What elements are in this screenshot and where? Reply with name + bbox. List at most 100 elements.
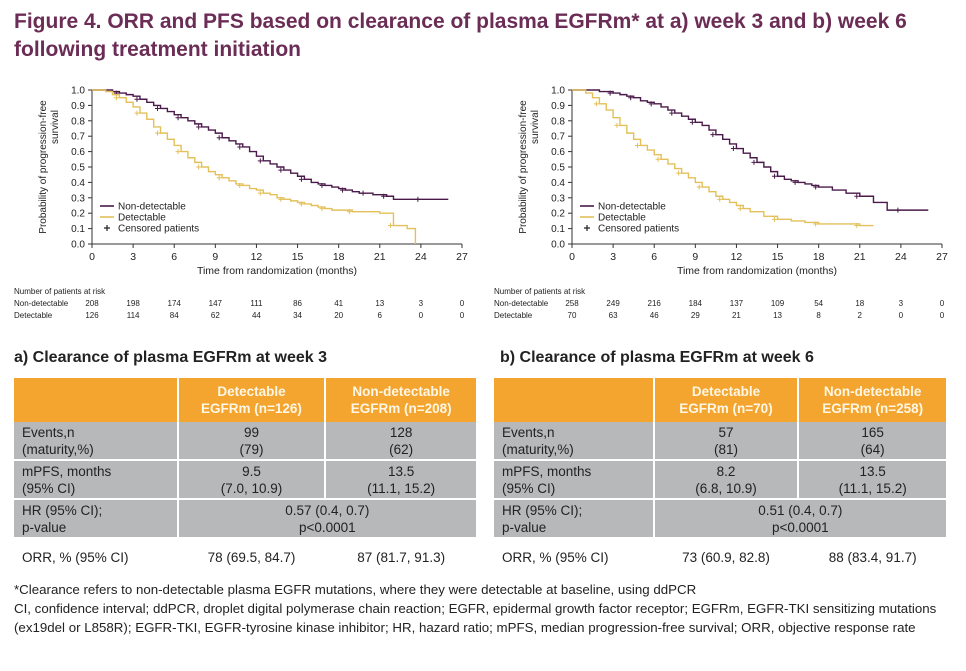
y-tick-label: 0.4 [71, 178, 85, 189]
x-tick-label: 21 [374, 251, 386, 263]
censor-mark [614, 122, 620, 128]
row-label: mPFS, months (95% CI) [494, 460, 655, 500]
risk-count: 18 [855, 299, 865, 308]
censor-mark [593, 101, 599, 107]
x-tick-label: 24 [895, 251, 907, 263]
risk-count: 208 [85, 299, 99, 308]
risk-count: 46 [649, 311, 659, 320]
km-chart-week6: 0.0 0.1 0.2 0.3 0.4 0.5 0.6 0.7 0.8 0.9 1.0 0 3 6 9 12 1… [518, 86, 948, 278]
table-row-mpfs: mPFS, months (95% CI) 8.2 (6.8, 10.9) 13.5… [494, 460, 946, 500]
x-tick-label: 6 [651, 251, 657, 263]
y-tick-label: 0.6 [551, 147, 565, 158]
header-blank [14, 378, 179, 422]
x-tick-label: 27 [936, 251, 948, 263]
censor-mark [415, 196, 421, 202]
censor-mark [696, 184, 702, 190]
header-non-detectable: Non-detectable EGFRm (n=258) [798, 378, 946, 422]
table-row-hr: HR (95% CI); p-value 0.51 (0.4, 0.7) p<0.0… [494, 499, 946, 539]
cell-non-detectable: 87 (81.7, 91.3) [325, 538, 476, 576]
y-tick-label: 0.4 [551, 178, 565, 189]
y-tick-label: 0.3 [71, 193, 85, 204]
risk-count: 34 [293, 311, 302, 320]
censor-mark [319, 206, 325, 212]
cell-detectable: 8.2 (6.8, 10.9) [653, 460, 800, 500]
row-label: HR (95% CI); p-value [494, 499, 655, 539]
y-tick-label: 0.9 [71, 101, 85, 112]
header-detectable: Detectable EGFRm (n=70) [653, 378, 800, 422]
cell-detectable: 57 (81) [653, 422, 800, 461]
censor-mark [813, 184, 819, 190]
y-tick-label: 0.3 [551, 193, 565, 204]
x-tick-label: 6 [171, 251, 177, 263]
censor-mark [772, 216, 778, 222]
cell-non-detectable: 165 (64) [798, 422, 946, 461]
risk-count: 111 [250, 299, 263, 308]
censor-mark [175, 115, 181, 121]
risk-count: 54 [814, 299, 824, 308]
y-tick-label: 0.9 [551, 101, 565, 112]
risk-count: 184 [688, 299, 702, 308]
risk-header: Number of patients at risk [494, 287, 586, 296]
censor-mark [237, 182, 243, 188]
row-label: ORR, % (95% CI) [494, 538, 655, 576]
risk-count: 41 [334, 299, 344, 308]
risk-count: 63 [608, 311, 618, 320]
censor-mark [854, 223, 860, 229]
censor-mark [628, 95, 634, 101]
risk-count: 13 [773, 311, 782, 320]
y-tick-label: 1.0 [71, 86, 85, 97]
y-axis-label: Probability of progression-free [518, 100, 529, 234]
censor-mark [730, 146, 736, 152]
censor-mark [346, 209, 352, 215]
risk-count: 70 [567, 311, 577, 320]
x-tick-label: 0 [569, 251, 575, 263]
censor-mark [655, 156, 661, 162]
cell-non-detectable: 13.5 (11.1, 15.2) [325, 460, 476, 500]
cell-detectable: 73 (60.9, 82.8) [653, 538, 800, 576]
risk-header: Number of patients at risk [14, 287, 106, 296]
risk-row-label: Non-detectable [14, 299, 69, 308]
series-line-non-detectable [92, 89, 449, 201]
risk-row-label: Detectable [14, 311, 53, 320]
x-tick-label: 9 [692, 251, 698, 263]
risk-count: 0 [898, 311, 904, 320]
footnotes: *Clearance refers to non-detectable plas… [14, 580, 954, 637]
censor-mark [648, 101, 654, 107]
table-row-orr: ORR, % (95% CI) 78 (69.5, 84.7) 87 (81.7… [14, 538, 476, 576]
legend-label: Detectable [118, 213, 166, 224]
row-label: HR (95% CI); p-value [14, 499, 179, 539]
risk-count: 216 [647, 299, 661, 308]
y-tick-label: 0.8 [71, 116, 85, 127]
risk-count: 86 [293, 299, 302, 308]
censor-mark [340, 187, 346, 193]
censor-mark [278, 196, 284, 202]
x-tick-label: 3 [610, 251, 616, 263]
risk-count: 3 [418, 299, 424, 308]
row-label: ORR, % (95% CI) [14, 538, 179, 576]
censor-mark [717, 196, 723, 202]
x-tick-label: 18 [813, 251, 825, 263]
censor-mark [216, 135, 222, 141]
censor-mark [216, 175, 222, 181]
x-tick-label: 0 [89, 251, 95, 263]
censor-mark [257, 190, 263, 196]
legend-label: Censored patients [598, 224, 679, 235]
table-row-events: Events,n (maturity,%) 57 (81) 165 (64) [494, 422, 946, 461]
y-tick-label: 0.7 [551, 132, 565, 143]
table-title-week3: a) Clearance of plasma EGFRm at week 3 [14, 349, 328, 366]
figure-title: Figure 4. ORR and PFS based on clearance… [14, 10, 907, 61]
y-tick-label: 0.0 [71, 240, 85, 251]
risk-count: 258 [565, 299, 579, 308]
censor-mark [360, 190, 366, 196]
risk-count: 8 [816, 311, 821, 320]
x-tick-label: 12 [731, 251, 743, 263]
risk-count: 6 [377, 311, 382, 320]
y-axis-label: Probability of progression-free [38, 100, 49, 234]
censor-mark [607, 90, 613, 96]
risk-count: 114 [126, 311, 140, 320]
censor-mark [792, 179, 798, 185]
legend-label: Censored patients [118, 224, 199, 235]
censor-mark [689, 119, 695, 125]
table-row-events: Events,n (maturity,%) 99 (79) 128 (62) [14, 422, 476, 461]
x-tick-label: 21 [854, 251, 866, 263]
